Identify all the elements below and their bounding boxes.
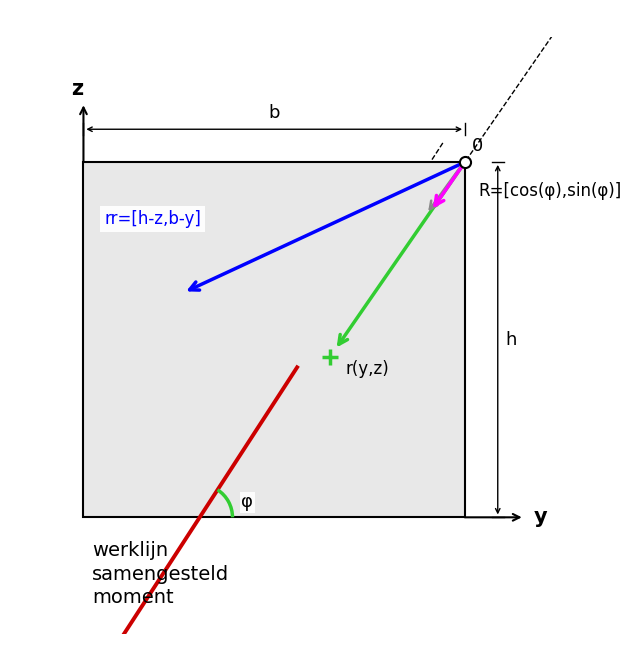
Bar [83, 162, 465, 517]
Text: φ: φ [242, 493, 253, 511]
Text: 0: 0 [472, 137, 483, 155]
Text: y: y [533, 507, 547, 527]
Text: werklijn
samengesteld
moment: werklijn samengesteld moment [92, 541, 229, 607]
Text: h: h [505, 331, 516, 349]
Text: R=[cos(φ),sin(φ)]: R=[cos(φ),sin(φ)] [478, 183, 621, 200]
Text: b: b [269, 104, 280, 122]
Text: r(y,z): r(y,z) [345, 360, 389, 378]
Text: rr=[h-z,b-y]: rr=[h-z,b-y] [104, 210, 201, 228]
Text: z: z [71, 79, 83, 99]
